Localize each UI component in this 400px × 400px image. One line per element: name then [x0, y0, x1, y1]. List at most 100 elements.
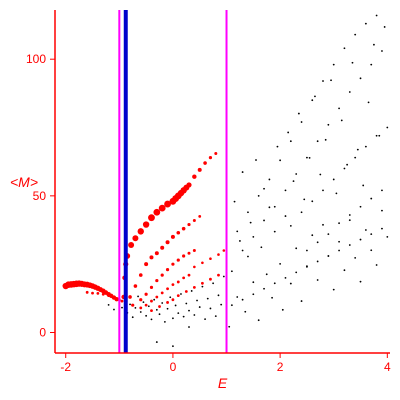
data-point	[184, 290, 188, 293]
data-point	[182, 315, 185, 318]
data-point	[149, 285, 154, 290]
data-point	[222, 275, 225, 278]
data-point	[354, 33, 357, 36]
data-point	[273, 230, 276, 233]
data-point	[346, 163, 349, 166]
data-point	[343, 47, 346, 50]
data-point	[181, 226, 186, 231]
data-point	[332, 178, 335, 181]
data-point	[163, 320, 166, 323]
data-point	[160, 273, 164, 277]
data-point	[114, 296, 119, 302]
data-point	[154, 251, 159, 256]
data-point	[192, 286, 196, 289]
data-point	[279, 263, 282, 265]
data-point	[316, 260, 319, 263]
data-point	[359, 280, 362, 283]
data-point	[257, 194, 260, 197]
data-point	[287, 131, 290, 134]
data-point	[233, 200, 236, 203]
data-point	[359, 205, 362, 208]
data-point	[348, 214, 351, 216]
data-point	[198, 214, 202, 218]
data-point	[292, 180, 295, 182]
data-point	[300, 121, 303, 123]
data-point	[324, 138, 327, 141]
data-point	[273, 205, 276, 208]
data-point	[316, 140, 319, 143]
data-point	[128, 295, 132, 299]
data-point	[284, 215, 287, 217]
data-point	[308, 156, 311, 159]
data-point	[370, 63, 373, 66]
data-point	[343, 167, 346, 170]
data-point	[289, 282, 292, 285]
data-point	[249, 221, 252, 224]
data-point	[176, 280, 180, 284]
data-point	[263, 219, 265, 222]
data-point	[375, 264, 378, 266]
data-point	[311, 99, 314, 102]
data-point	[193, 314, 196, 316]
data-point	[228, 325, 231, 328]
data-point	[332, 63, 335, 66]
data-point	[348, 91, 351, 93]
data-point	[314, 95, 316, 98]
data-point	[158, 313, 161, 316]
data-point	[268, 206, 271, 209]
data-point	[340, 119, 343, 122]
data-point	[171, 298, 175, 302]
data-point	[155, 295, 159, 299]
data-point	[327, 233, 330, 236]
data-point	[386, 235, 389, 238]
data-point	[192, 249, 196, 253]
data-point	[279, 159, 282, 162]
data-point	[209, 307, 212, 310]
data-point	[354, 156, 357, 159]
data-point	[297, 112, 300, 115]
data-point	[139, 306, 143, 310]
data-point	[252, 293, 255, 296]
data-point	[359, 238, 362, 241]
data-point	[303, 198, 306, 201]
data-point	[383, 26, 386, 28]
data-point	[330, 79, 332, 82]
data-point	[204, 318, 206, 321]
data-point	[214, 151, 218, 155]
axis-ticks: -2 0 2 4 0 50 100	[26, 52, 391, 374]
data-point	[150, 318, 153, 321]
data-point	[230, 270, 233, 273]
data-point	[172, 345, 174, 348]
data-point	[306, 156, 308, 159]
data-point	[284, 276, 287, 279]
data-point	[187, 251, 191, 255]
data-point	[271, 296, 273, 299]
data-point	[370, 233, 373, 236]
y-axis-label: <M>	[10, 174, 38, 190]
data-point	[192, 218, 196, 222]
data-point	[155, 308, 158, 311]
data-point	[96, 292, 100, 295]
data-point	[356, 148, 359, 151]
data-point	[208, 155, 213, 160]
data-point	[335, 192, 338, 195]
x-tick-label: 4	[384, 360, 391, 374]
data-point	[359, 77, 362, 80]
x-axis-label: E	[218, 375, 228, 391]
data-point	[133, 284, 138, 288]
data-point	[300, 211, 303, 214]
data-point	[327, 255, 330, 257]
data-point	[188, 309, 190, 312]
data-point	[132, 235, 139, 242]
data-point	[300, 300, 303, 302]
data-point	[166, 287, 169, 291]
data-point	[364, 145, 367, 148]
data-point	[332, 288, 335, 291]
data-point	[185, 302, 188, 305]
data-point	[348, 244, 351, 246]
data-point	[212, 282, 215, 285]
data-point	[322, 189, 324, 192]
data-point	[107, 294, 110, 298]
data-point	[161, 302, 164, 304]
y-tick-label: 100	[26, 52, 46, 66]
